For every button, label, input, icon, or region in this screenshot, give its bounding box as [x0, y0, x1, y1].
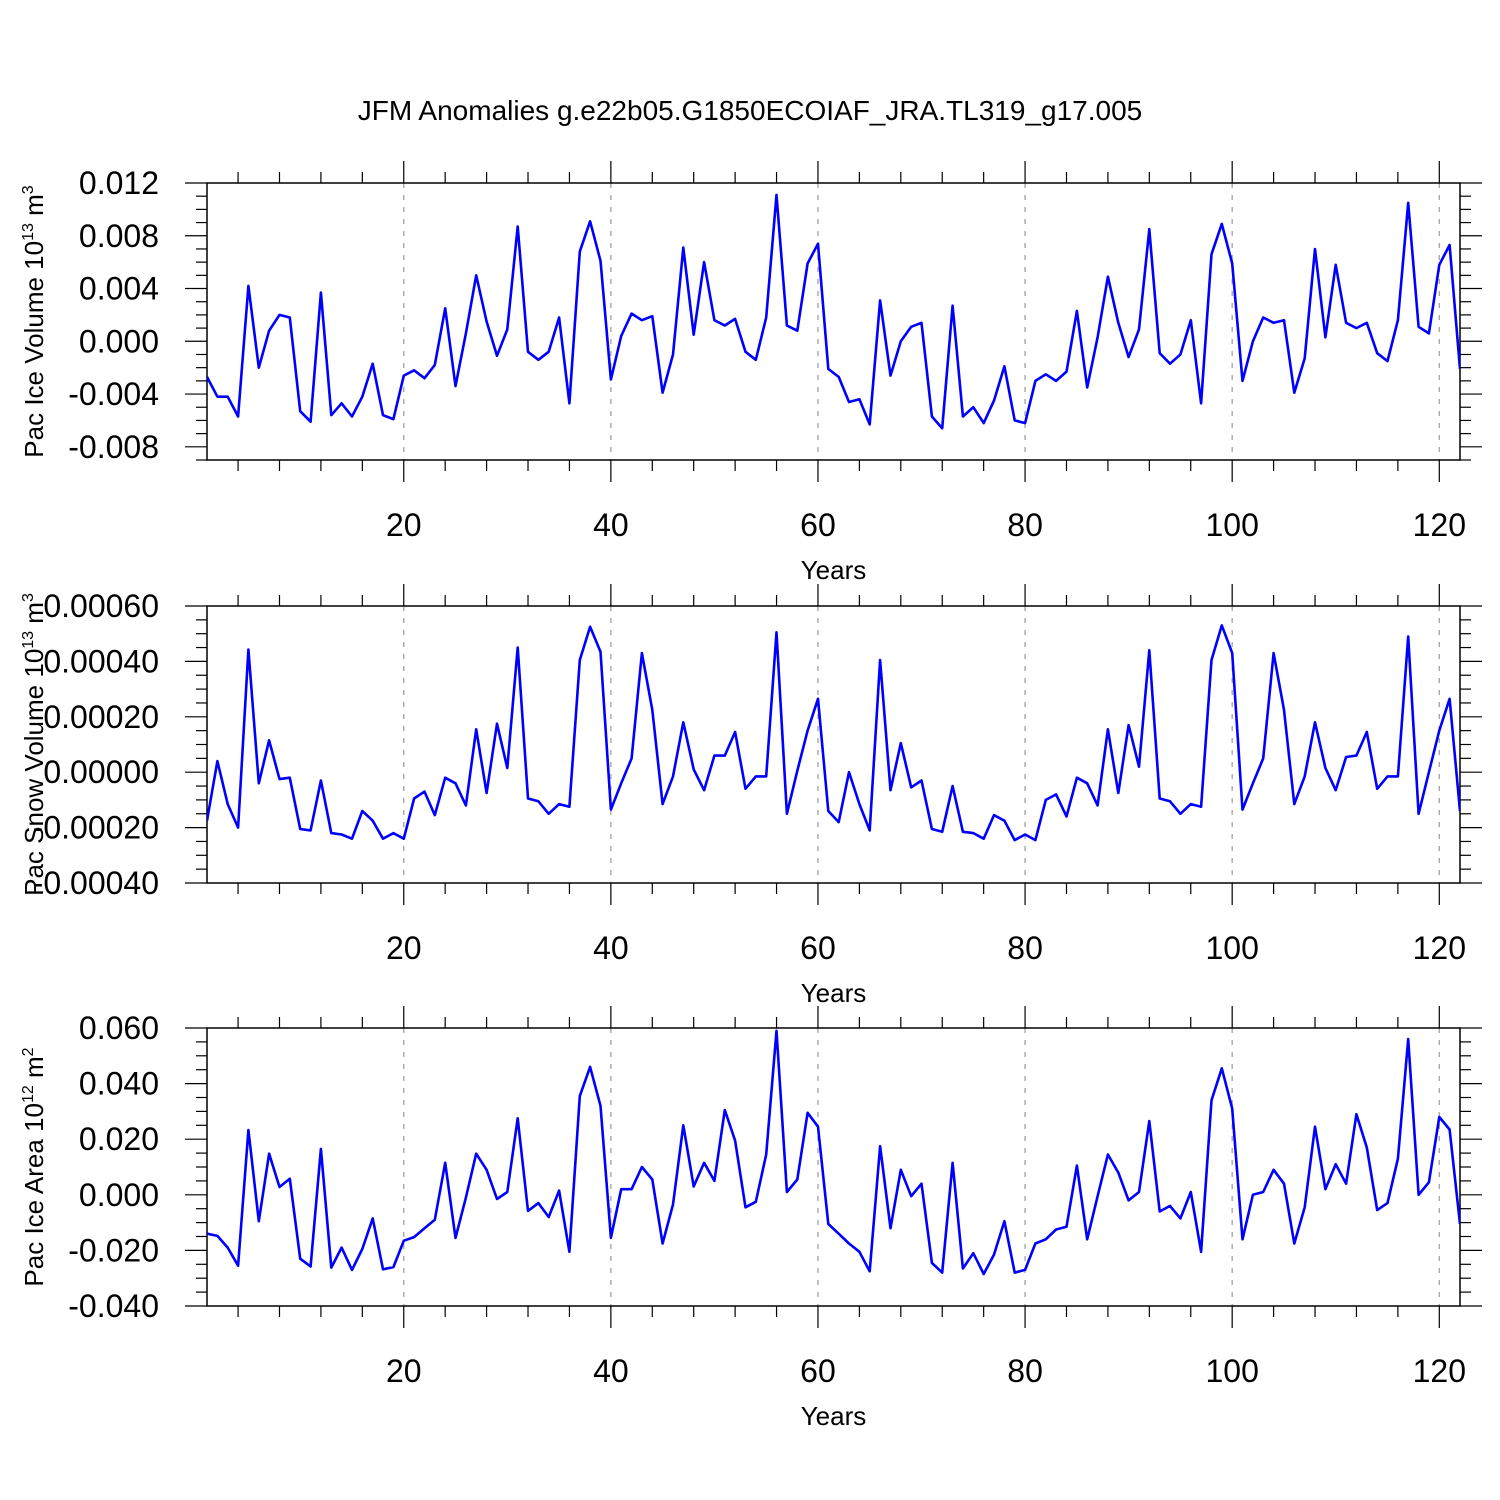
x-axis-title: Years — [801, 1401, 867, 1431]
x-tick-label: 100 — [1205, 1353, 1258, 1389]
y-tick-label: 0.040 — [79, 1066, 159, 1102]
x-tick-label: 100 — [1205, 930, 1258, 966]
x-tick-label: 20 — [386, 930, 422, 966]
y-tick-label: 0.00060 — [43, 588, 159, 624]
y-tick-label: 0.000 — [79, 323, 159, 359]
x-tick-label: 40 — [593, 1353, 629, 1389]
y-axis-title: Pac Ice Area 1012 m2 — [19, 1047, 49, 1286]
y-tick-label: -0.008 — [68, 429, 159, 465]
chart-title: JFM Anomalies g.e22b05.G1850ECOIAF_JRA.T… — [358, 95, 1142, 126]
y-tick-label: -0.040 — [68, 1288, 159, 1324]
y-tick-label: 0.00000 — [43, 754, 159, 790]
x-tick-label: 80 — [1007, 1353, 1043, 1389]
x-tick-label: 60 — [800, 507, 836, 543]
x-tick-label: 40 — [593, 507, 629, 543]
series-line-pac-ice-area — [207, 1029, 1460, 1276]
y-tick-label: 0.020 — [79, 1121, 159, 1157]
x-axis-title: Years — [801, 978, 867, 1008]
y-tick-label: 0.000 — [79, 1177, 159, 1213]
x-tick-label: 80 — [1007, 930, 1043, 966]
y-tick-label: -0.020 — [68, 1232, 159, 1268]
y-tick-label: 0.012 — [79, 165, 159, 201]
panels: -0.008 -0.004 0.000 0.004 0.008 0.012 20 40 60 80… — [19, 161, 1482, 1431]
x-tick-label: 60 — [800, 1353, 836, 1389]
y-tick-label: -0.00040 — [33, 865, 159, 901]
panel-pac-snow-volume: -0.00040 -0.00020 0.00000 0.00020 0.00040 0.0… — [19, 584, 1482, 1008]
panel-pac-ice-area: -0.040 -0.020 0.000 0.020 0.040 0.060 20 40 60 80… — [19, 1006, 1482, 1431]
x-tick-label: 40 — [593, 930, 629, 966]
y-tick-label: 0.00040 — [43, 643, 159, 679]
x-tick-label: 120 — [1413, 1353, 1466, 1389]
x-tick-label: 80 — [1007, 507, 1043, 543]
series-line-pac-snow-volume — [207, 624, 1460, 842]
x-tick-label: 120 — [1413, 930, 1466, 966]
y-tick-label: -0.004 — [68, 376, 159, 412]
y-tick-label: 0.004 — [79, 271, 159, 307]
y-tick-label: 0.00020 — [43, 699, 159, 735]
y-tick-label: -0.00020 — [33, 810, 159, 846]
y-tick-label: 0.008 — [79, 218, 159, 254]
x-tick-label: 20 — [386, 507, 422, 543]
x-tick-label: 120 — [1413, 507, 1466, 543]
panel-pac-ice-volume: -0.008 -0.004 0.000 0.004 0.008 0.012 20 40 60 80… — [19, 161, 1482, 585]
x-tick-label: 60 — [800, 930, 836, 966]
x-tick-label: 100 — [1205, 507, 1258, 543]
plot-frame — [206, 605, 1461, 884]
y-axis-title: Pac Snow Volume 1013 m3 — [19, 593, 49, 896]
plot-frame — [206, 182, 1461, 461]
x-tick-label: 20 — [386, 1353, 422, 1389]
y-axis-title: Pac Ice Volume 1013 m3 — [19, 185, 49, 458]
y-tick-label: 0.060 — [79, 1010, 159, 1046]
series-line-pac-ice-volume — [207, 193, 1460, 430]
x-axis-title: Years — [801, 555, 867, 585]
